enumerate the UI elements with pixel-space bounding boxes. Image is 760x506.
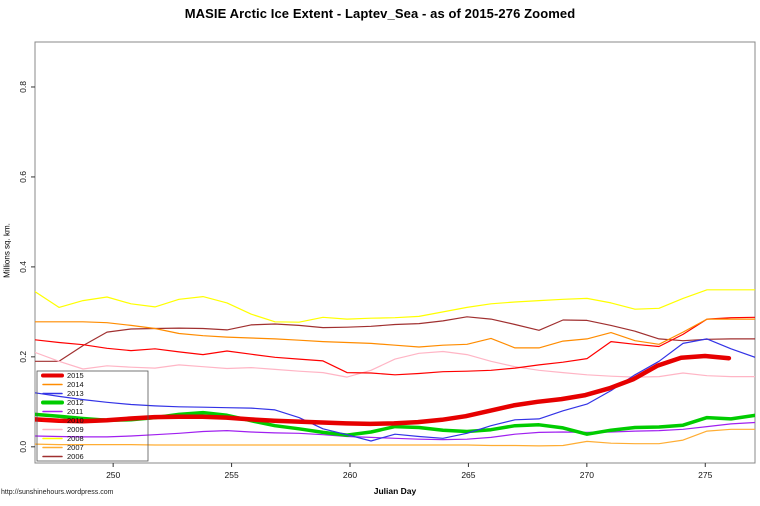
legend-item-2006: 2006 xyxy=(42,452,84,461)
legend-item-2014: 2014 xyxy=(42,380,84,389)
x-tick-label: 250 xyxy=(106,470,120,480)
y-axis-label: Millions sq. km. xyxy=(2,223,12,278)
y-tick-label: 0.2 xyxy=(18,351,28,363)
series-line-2010 xyxy=(35,316,755,376)
x-tick-label: 270 xyxy=(580,470,594,480)
legend-item-2010: 2010 xyxy=(42,416,84,425)
legend-label-2011: 2011 xyxy=(67,407,83,416)
series-group xyxy=(35,289,755,447)
legend-label-2014: 2014 xyxy=(67,380,84,389)
legend-box xyxy=(36,370,149,462)
legend-item-2013: 2013 xyxy=(42,389,84,398)
legend-label-2013: 2013 xyxy=(67,389,84,398)
chart-title: MASIE Arctic Ice Extent - Laptev_Sea - a… xyxy=(184,6,576,21)
series-line-2007 xyxy=(35,428,755,447)
series-line-2006 xyxy=(35,316,755,362)
series-line-2008 xyxy=(35,289,755,323)
x-axis-label: Julian Day xyxy=(373,486,417,496)
series-line-2011 xyxy=(35,421,755,441)
x-tick-label: 260 xyxy=(343,470,357,480)
series-line-2015 xyxy=(35,353,732,427)
series-line-2014 xyxy=(35,318,755,349)
legend-item-2011: 2011 xyxy=(42,407,83,416)
y-tick-label: 0.4 xyxy=(18,261,28,273)
x-tick-label: 255 xyxy=(224,470,238,480)
legend-label-2009: 2009 xyxy=(67,425,84,434)
legend-item-2008: 2008 xyxy=(42,434,84,443)
footer-source-url: http://sunshinehours.wordpress.com xyxy=(1,489,114,496)
legend-label-2010: 2010 xyxy=(67,416,84,425)
legend-item-2015: 2015 xyxy=(41,371,84,380)
x-tick-label: 275 xyxy=(698,470,712,480)
y-tick-label: 0.0 xyxy=(18,441,28,453)
plot-border xyxy=(34,41,756,464)
legend-label-2008: 2008 xyxy=(67,434,84,443)
series-line-2013 xyxy=(35,338,755,442)
legend-label-2006: 2006 xyxy=(67,452,84,461)
y-tick-label: 0.8 xyxy=(18,81,28,93)
legend-label-2015: 2015 xyxy=(67,371,84,380)
x-tick-label: 265 xyxy=(461,470,475,480)
legend-item-2007: 2007 xyxy=(42,443,84,452)
y-tick-label: 0.6 xyxy=(18,171,28,183)
legend-item-2012: 2012 xyxy=(41,398,84,407)
legend-item-2009: 2009 xyxy=(42,425,84,434)
legend-label-2007: 2007 xyxy=(67,443,84,452)
legend-label-2012: 2012 xyxy=(67,398,84,407)
